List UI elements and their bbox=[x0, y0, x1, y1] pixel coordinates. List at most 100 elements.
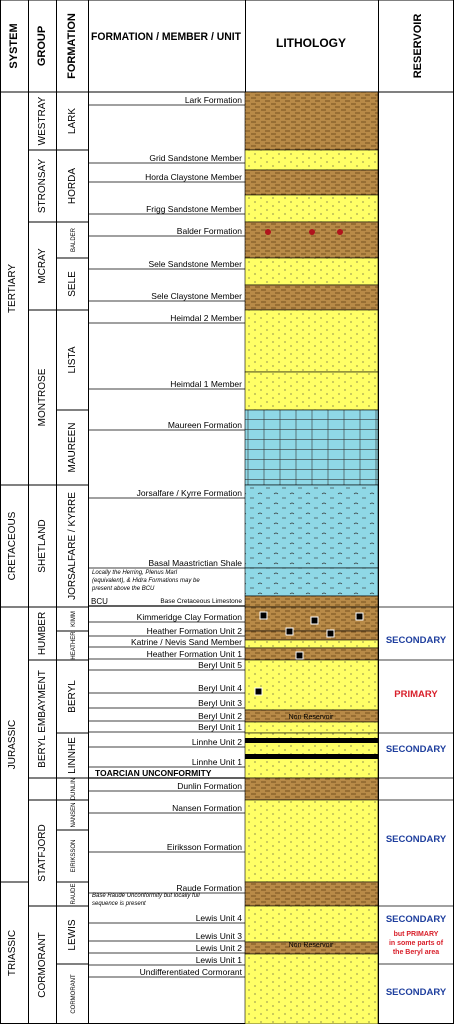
unit-label: Basal Maastrictian Shale bbox=[148, 558, 242, 568]
group-label: HUMBER bbox=[37, 612, 48, 655]
unit-label: Linnhe Unit 1 bbox=[192, 757, 242, 767]
balder-marker bbox=[309, 229, 315, 235]
unit-label: Undifferentiated Cormorant bbox=[140, 967, 243, 977]
group-label: MCRAY bbox=[37, 248, 48, 284]
bcu-desc: Base Cretaceous Limestone bbox=[160, 598, 242, 605]
header-group: GROUP bbox=[36, 26, 48, 66]
unit-label: Grid Sandstone Member bbox=[149, 153, 242, 163]
reservoir-note: in some parts of bbox=[389, 940, 444, 947]
lithology-layer-sand bbox=[244, 639, 379, 649]
note-line: (equivalent), & Hidra Formations may be bbox=[92, 578, 200, 584]
marker-square bbox=[285, 627, 294, 636]
unit-label: Heimdal 2 Member bbox=[170, 313, 242, 323]
formation-label: CORMORANT bbox=[71, 974, 77, 1014]
unit-label: Maureen Formation bbox=[168, 420, 242, 430]
lithology-layer-shale bbox=[244, 630, 379, 641]
header-unit: FORMATION / MEMBER / UNIT bbox=[91, 31, 241, 43]
non-reservoir-label: Non Reservoir bbox=[289, 942, 334, 949]
header-system: SYSTEM bbox=[8, 23, 20, 68]
formation-label: JORSALFARE / KYRRE bbox=[67, 492, 78, 600]
lithology-layer-shale bbox=[244, 221, 379, 259]
unit-label: Lewis Unit 3 bbox=[196, 931, 243, 941]
marker-square bbox=[355, 612, 364, 621]
formation-label: SELE bbox=[67, 271, 78, 297]
marker-square bbox=[310, 616, 319, 625]
unit-label: Raude Formation bbox=[176, 883, 242, 893]
lithology-layer-sand bbox=[244, 257, 379, 286]
lithology-layer-sand bbox=[244, 721, 379, 734]
lithology-layer-sand bbox=[244, 149, 379, 171]
unit-label: Heather Formation Unit 1 bbox=[147, 649, 243, 659]
note-line: present above the BCU bbox=[91, 586, 155, 592]
note-line: Locally the Herring, Plenus Marl bbox=[92, 570, 178, 576]
lithology-layer-shale bbox=[244, 169, 379, 196]
unit-label: Lark Formation bbox=[185, 95, 242, 105]
coal-band bbox=[245, 738, 378, 743]
unit-label: Kimmeridge Clay Formation bbox=[137, 612, 243, 622]
group-label: SHETLAND bbox=[37, 519, 48, 572]
unit-label: Beryl Unit 2 bbox=[198, 711, 242, 721]
lithology-layer-sand bbox=[244, 309, 379, 373]
unit-label: Frigg Sandstone Member bbox=[146, 204, 242, 214]
marker-square bbox=[295, 651, 304, 660]
lithology-layer-lime bbox=[244, 409, 379, 486]
unit-label: Nansen Formation bbox=[172, 803, 242, 813]
reservoir-label: PRIMARY bbox=[394, 689, 438, 700]
formation-label: HEATHER bbox=[71, 631, 77, 660]
unit-label: Balder Formation bbox=[177, 226, 242, 236]
formation-label: LINNHE bbox=[67, 737, 78, 774]
marker-square bbox=[254, 687, 263, 696]
unit-label: Eiriksson Formation bbox=[167, 842, 242, 852]
lithology-layer-shale bbox=[244, 91, 379, 151]
non-reservoir-label: Non Reservoir bbox=[289, 714, 334, 721]
reservoir-label: SECONDARY bbox=[386, 987, 447, 998]
note-line: Base Raude Unconformity but locally full bbox=[92, 893, 200, 899]
group-label: CORMORANT bbox=[37, 932, 48, 998]
balder-marker bbox=[265, 229, 271, 235]
marker-square bbox=[259, 611, 268, 620]
unit-label: Horda Claystone Member bbox=[145, 172, 242, 182]
formation-label: HORDA bbox=[67, 168, 78, 204]
formation-label: MAUREEN bbox=[67, 422, 78, 472]
system-label: TERTIARY bbox=[7, 264, 18, 313]
unit-label: Sele Claystone Member bbox=[151, 291, 242, 301]
unit-label: Katrine / Nevis Sand Member bbox=[131, 637, 242, 647]
unit-label: Sele Sandstone Member bbox=[148, 259, 242, 269]
group-label: STRONSAY bbox=[37, 159, 48, 214]
lithology-layer-shale bbox=[244, 881, 379, 907]
header-formation: FORMATION bbox=[66, 13, 78, 79]
formation-label: RAUDE bbox=[71, 883, 77, 904]
unit-label: Beryl Unit 3 bbox=[198, 698, 242, 708]
lithology-layer-shale bbox=[244, 595, 379, 608]
unit-label: Linnhe Unit 2 bbox=[192, 737, 242, 747]
system-label: TRIASSIC bbox=[7, 930, 18, 976]
labels: SYSTEM GROUP FORMATION FORMATION / MEMBER /… bbox=[7, 13, 447, 1014]
formation-label: BALDER bbox=[71, 227, 77, 252]
group-label: MONTROSE bbox=[37, 368, 48, 426]
header-reservoir: RESERVOIR bbox=[412, 14, 424, 79]
lithology-layer-sand bbox=[244, 194, 379, 223]
unit-label: Beryl Unit 5 bbox=[198, 660, 242, 670]
unit-label: Beryl Unit 1 bbox=[198, 722, 242, 732]
lithology-layer-sand bbox=[244, 659, 379, 711]
reservoir-label: SECONDARY bbox=[386, 744, 447, 755]
reservoir-label: SECONDARY bbox=[386, 834, 447, 845]
lithology-layer-shale bbox=[244, 647, 379, 661]
reservoir-note: the Beryl area bbox=[393, 949, 439, 956]
toarcian-label: TOARCIAN UNCONFORMITY bbox=[95, 768, 212, 778]
unit-label: Heimdal 1 Member bbox=[170, 379, 242, 389]
lithology-layer-sand bbox=[244, 905, 379, 943]
unit-label: Jorsalfare / Kyrre Formation bbox=[137, 488, 243, 498]
formation-label: DUNLIN bbox=[71, 778, 77, 800]
system-label: CRETACEOUS bbox=[7, 511, 18, 580]
bcu-label: BCU bbox=[91, 597, 108, 606]
lithology-layer-shale bbox=[244, 284, 379, 311]
formation-label: LARK bbox=[67, 108, 78, 134]
header-lithology: LITHOLOGY bbox=[276, 36, 346, 50]
coal-band bbox=[245, 754, 378, 759]
unit-label: Lewis Unit 1 bbox=[196, 955, 243, 965]
marker-square bbox=[326, 629, 335, 638]
balder-marker bbox=[337, 229, 343, 235]
unit-label: Beryl Unit 4 bbox=[198, 683, 242, 693]
